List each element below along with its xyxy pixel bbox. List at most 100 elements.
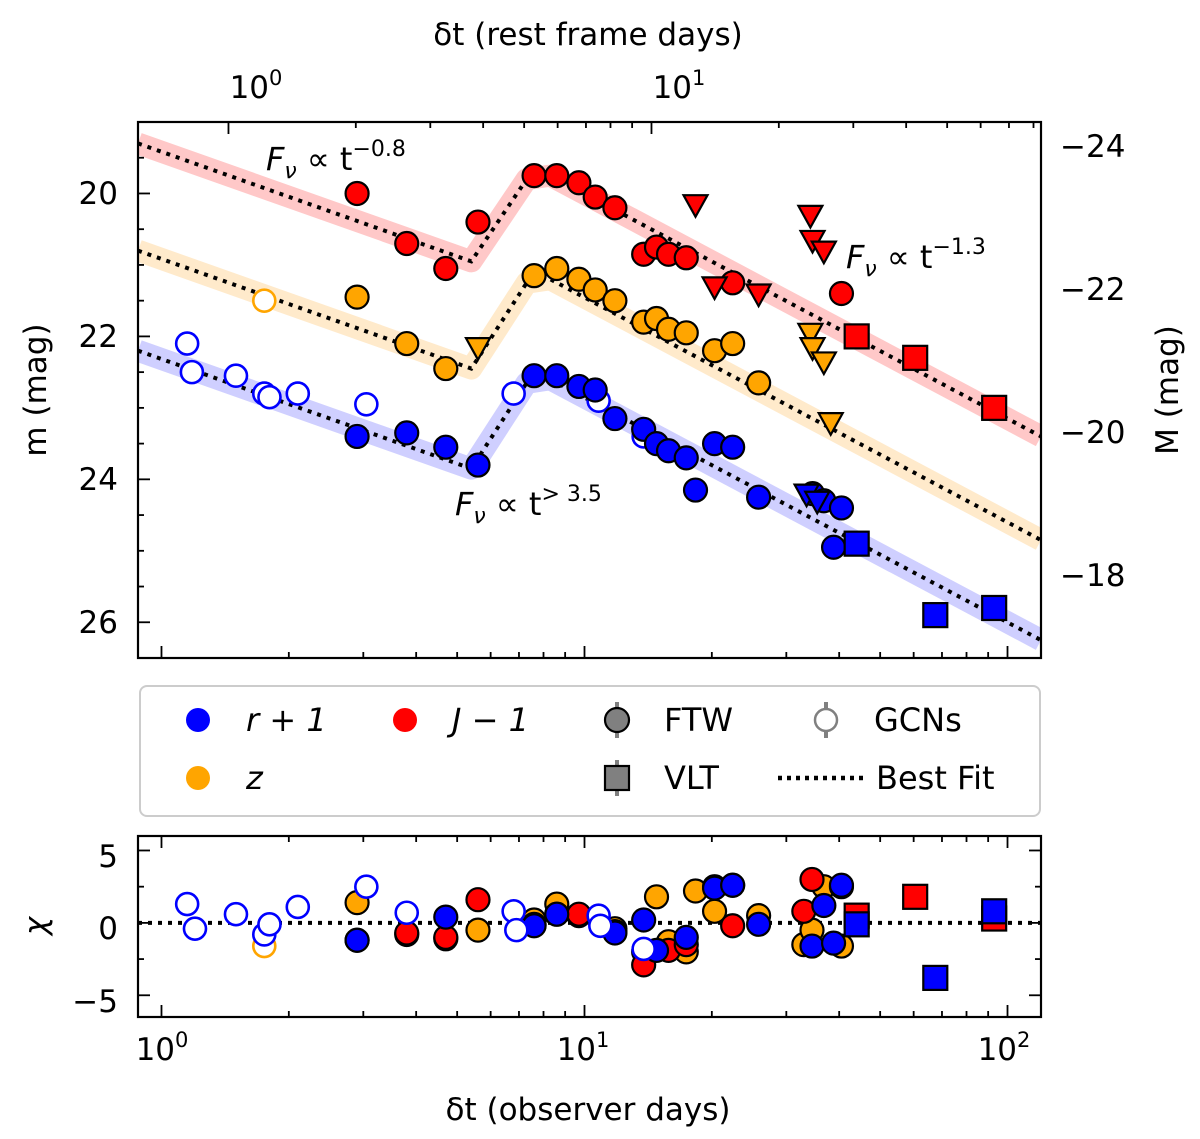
residual-ftw-point (344, 927, 370, 953)
main-ticks (138, 122, 1035, 659)
ftw-point (521, 363, 547, 389)
ftw-point (344, 180, 370, 207)
residual-axes-frame (136, 834, 1043, 1019)
gcn-point (223, 363, 249, 389)
gcn-point (174, 331, 200, 356)
upper-limit-point (809, 351, 838, 377)
ytick-right-label: −22 (1060, 272, 1125, 308)
ftw-point (433, 434, 459, 460)
ftw-point (746, 370, 772, 396)
legend-label-j: J − 1 (446, 701, 529, 739)
vlt-point (981, 594, 1008, 622)
legend-label-bestfit: Best Fit (876, 759, 995, 797)
ftw-point (433, 255, 459, 282)
ftw-point (465, 452, 491, 478)
legend-swatch-z (186, 766, 210, 790)
residual-vlt-point (902, 883, 929, 910)
ftw-point (582, 277, 608, 303)
residual-panel: 5 0 −5 100 101 102 δt (observer days) χ (18, 834, 1043, 1128)
legend: r + 1 J − 1 FTW GCNs z VLT Best Fit (139, 685, 1041, 817)
ftw-point (344, 284, 370, 310)
residual-gcn-point (504, 917, 529, 943)
residual-gcn-point (354, 874, 379, 899)
xtick-top-label: 101 (653, 66, 706, 106)
annotation-slope-rise: Fν ∝ t> 3.5 (455, 482, 602, 529)
xtick-bottom-label: 102 (978, 1028, 1031, 1068)
ftw-point (544, 255, 570, 282)
residual-ftw-point (828, 872, 855, 898)
residual-gcn-point (174, 891, 200, 917)
ftw-point (465, 209, 491, 235)
ytick-left-label: 26 (79, 605, 118, 641)
upper-limit-point (700, 276, 729, 302)
ftw-point (720, 434, 746, 460)
main-panel: 20 22 24 26 −24 −22 −20 −18 100 101 δt (… (18, 17, 1186, 660)
ftw-point (828, 280, 855, 307)
gcn-point (501, 381, 526, 406)
legend-label-vlt: VLT (664, 759, 719, 797)
residual-axis-title: χ (18, 915, 54, 937)
ytick-res-label: −5 (72, 984, 118, 1020)
residual-ftw-point (746, 911, 772, 937)
legend-swatch-r (186, 708, 210, 732)
gcn-point (354, 391, 379, 417)
residual-gcn-point (631, 936, 656, 962)
ftw-point (521, 263, 547, 289)
vlt-point (902, 344, 929, 371)
upper-limit-point (798, 337, 827, 362)
vlt-point (981, 394, 1008, 421)
legend-label-ftw: FTW (664, 701, 733, 739)
upper-limit-point (744, 283, 773, 309)
legend-label-r: r + 1 (246, 701, 327, 739)
residual-ftw-point (465, 917, 491, 943)
ftw-point (544, 363, 570, 389)
residual-gcn-point (257, 912, 282, 937)
ftw-point (828, 495, 855, 521)
residual-ftw-point (720, 913, 746, 939)
residual-ftw-point (673, 924, 699, 950)
vlt-point (843, 530, 870, 557)
upper-limit-point (681, 194, 710, 220)
ftw-point (673, 445, 699, 471)
legend-ftw-marker (603, 706, 631, 734)
residual-ftw-point (820, 930, 847, 956)
residual-gcn-point (182, 916, 208, 941)
upper-limit-point (796, 204, 825, 230)
data-points (174, 163, 1008, 629)
residual-ticks (138, 836, 1041, 1017)
ytick-left-label: 20 (79, 176, 118, 212)
ftw-point (394, 420, 420, 446)
vlt-point (843, 323, 870, 350)
top-axis-title: δt (rest frame days) (433, 17, 742, 53)
upper-limit-point (816, 412, 845, 438)
annotation-slope-late: Fν ∝ t−1.3 (846, 235, 986, 282)
residual-ftw-point (631, 907, 657, 933)
residual-vlt-point (922, 964, 949, 992)
legend-swatch-j (393, 708, 417, 732)
main-axes-frame (136, 120, 1043, 660)
gcn-point (251, 288, 277, 313)
upper-limit-point (809, 240, 838, 266)
ytick-left-label: 22 (79, 319, 118, 355)
ftw-point (820, 534, 847, 560)
right-axis-title: M (mag) (1150, 325, 1186, 455)
residual-vlt-point (981, 898, 1008, 925)
xtick-top-label: 100 (230, 66, 283, 106)
gcn-point (285, 381, 311, 406)
ytick-right-label: −24 (1060, 129, 1125, 165)
residual-ftw-point (643, 884, 670, 910)
legend-label-z: z (245, 759, 264, 797)
ytick-left-label: 24 (79, 462, 118, 498)
ytick-res-label: 5 (98, 839, 118, 875)
xtick-bottom-label: 100 (136, 1028, 189, 1068)
ftw-point (682, 477, 709, 503)
left-axis-title: m (mag) (18, 323, 54, 456)
ftw-point (344, 423, 370, 450)
upper-limit-point (464, 337, 492, 362)
ftw-point (394, 330, 420, 357)
ftw-point (720, 330, 746, 357)
legend-vlt-marker (603, 764, 631, 792)
ftw-point (602, 195, 628, 221)
residual-gcn-point (285, 894, 311, 920)
ftw-point (746, 484, 772, 510)
